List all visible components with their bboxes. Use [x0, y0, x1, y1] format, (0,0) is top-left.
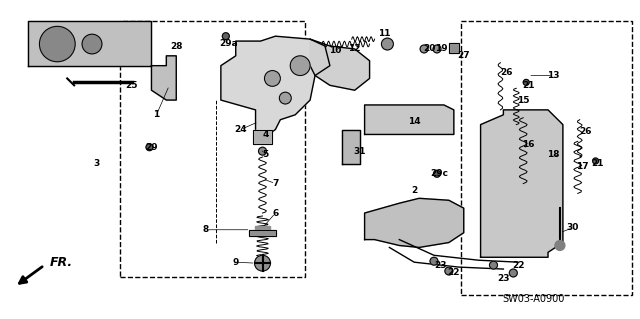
- Polygon shape: [365, 105, 454, 134]
- Bar: [461, 21, 632, 295]
- Circle shape: [222, 33, 229, 40]
- Text: 15: 15: [517, 96, 529, 105]
- Text: 24: 24: [234, 125, 247, 134]
- Text: 29a: 29a: [220, 39, 238, 48]
- Text: 5: 5: [262, 150, 269, 159]
- Text: 8: 8: [203, 225, 209, 234]
- Polygon shape: [310, 39, 369, 90]
- Text: 25: 25: [125, 81, 138, 90]
- Text: 22: 22: [512, 261, 525, 270]
- Text: 20: 20: [423, 44, 435, 54]
- Circle shape: [381, 38, 394, 50]
- Circle shape: [509, 269, 517, 277]
- Text: 28: 28: [170, 41, 182, 50]
- Polygon shape: [253, 130, 273, 144]
- Polygon shape: [221, 36, 330, 144]
- Polygon shape: [152, 56, 176, 100]
- Circle shape: [259, 147, 266, 155]
- Bar: [449, 43, 459, 53]
- Bar: [248, 230, 276, 236]
- Text: 7: 7: [272, 179, 278, 188]
- Text: 14: 14: [408, 117, 420, 126]
- Circle shape: [255, 255, 271, 271]
- Circle shape: [524, 79, 529, 85]
- Circle shape: [146, 144, 153, 151]
- Text: 10: 10: [329, 47, 341, 56]
- Text: 16: 16: [522, 140, 534, 149]
- Circle shape: [420, 45, 428, 53]
- Text: 26: 26: [500, 68, 513, 77]
- Circle shape: [593, 158, 598, 164]
- Bar: [248, 230, 276, 236]
- Text: 21: 21: [591, 160, 604, 168]
- Polygon shape: [481, 110, 563, 257]
- Polygon shape: [28, 21, 152, 66]
- Text: 18: 18: [547, 150, 559, 159]
- Text: 27: 27: [458, 51, 470, 60]
- Text: 2: 2: [411, 186, 417, 195]
- Text: 1: 1: [154, 110, 159, 119]
- Circle shape: [445, 267, 453, 275]
- Circle shape: [490, 261, 497, 269]
- Bar: [120, 21, 305, 277]
- Text: 23: 23: [497, 274, 509, 283]
- Circle shape: [430, 257, 438, 265]
- Text: 21: 21: [522, 81, 534, 90]
- Text: 23: 23: [435, 261, 447, 270]
- Bar: [449, 43, 459, 53]
- Text: 19: 19: [435, 44, 447, 54]
- Circle shape: [433, 45, 441, 53]
- Polygon shape: [365, 198, 464, 248]
- Text: 3: 3: [94, 160, 100, 168]
- Text: 9: 9: [232, 258, 239, 267]
- Circle shape: [555, 241, 565, 250]
- Circle shape: [82, 34, 102, 54]
- Text: 30: 30: [566, 223, 579, 232]
- Text: SW03-A0900: SW03-A0900: [502, 293, 564, 304]
- Text: 26: 26: [579, 127, 592, 136]
- Text: 17: 17: [577, 162, 589, 171]
- Text: 31: 31: [353, 147, 366, 156]
- Bar: [255, 226, 271, 230]
- Text: 22: 22: [447, 268, 460, 277]
- Circle shape: [279, 92, 291, 104]
- Text: FR.: FR.: [49, 256, 72, 269]
- Circle shape: [291, 56, 310, 76]
- Text: 6: 6: [272, 209, 278, 218]
- Polygon shape: [342, 130, 360, 164]
- Text: 12: 12: [348, 44, 361, 54]
- Text: 29c: 29c: [430, 169, 448, 178]
- Circle shape: [264, 70, 280, 86]
- Text: 4: 4: [262, 130, 269, 139]
- Circle shape: [40, 26, 75, 62]
- Text: 13: 13: [547, 71, 559, 80]
- Text: 29: 29: [145, 143, 158, 152]
- Text: 11: 11: [378, 29, 390, 38]
- Circle shape: [433, 170, 440, 177]
